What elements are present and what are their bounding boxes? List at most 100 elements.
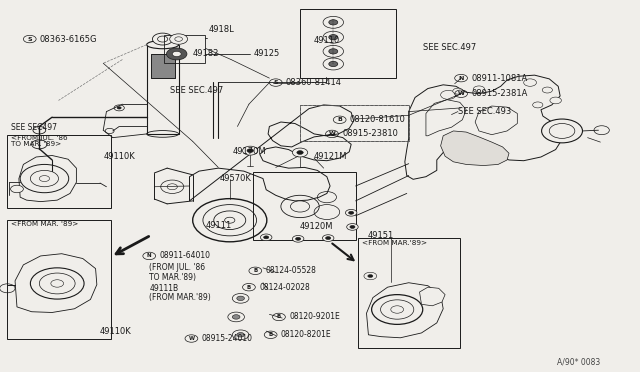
Text: S: S bbox=[273, 80, 278, 85]
Circle shape bbox=[114, 105, 124, 111]
Circle shape bbox=[524, 79, 536, 86]
Text: 08915-2381A: 08915-2381A bbox=[471, 89, 527, 98]
Bar bbox=[150, 54, 175, 78]
Circle shape bbox=[473, 86, 484, 93]
Bar bbox=[8, 220, 111, 339]
Text: W: W bbox=[328, 131, 335, 137]
Circle shape bbox=[547, 125, 557, 131]
Bar bbox=[300, 105, 409, 141]
Circle shape bbox=[152, 33, 173, 45]
Text: B: B bbox=[247, 285, 251, 290]
Text: 08915-24010: 08915-24010 bbox=[202, 334, 253, 343]
Text: (FROM JUL. '86: (FROM JUL. '86 bbox=[149, 263, 205, 272]
Circle shape bbox=[297, 151, 303, 154]
Text: N: N bbox=[458, 76, 464, 81]
Text: 49182: 49182 bbox=[193, 49, 219, 58]
Bar bbox=[253, 172, 356, 240]
Polygon shape bbox=[420, 287, 445, 306]
Polygon shape bbox=[19, 155, 76, 202]
Circle shape bbox=[440, 90, 456, 99]
Bar bbox=[147, 45, 179, 134]
Bar bbox=[8, 135, 111, 208]
Circle shape bbox=[347, 224, 358, 230]
Text: B: B bbox=[277, 314, 281, 320]
Circle shape bbox=[542, 87, 552, 93]
Text: 49170M: 49170M bbox=[232, 147, 266, 156]
Text: 49151: 49151 bbox=[367, 231, 394, 240]
Text: SEE SEC497: SEE SEC497 bbox=[11, 123, 56, 132]
Polygon shape bbox=[15, 254, 97, 312]
Text: 08120-8201E: 08120-8201E bbox=[281, 330, 332, 339]
Text: 49111B: 49111B bbox=[149, 284, 179, 293]
Circle shape bbox=[20, 164, 68, 193]
Text: 08124-05528: 08124-05528 bbox=[266, 266, 316, 275]
Polygon shape bbox=[367, 283, 443, 338]
Circle shape bbox=[228, 312, 244, 322]
Circle shape bbox=[292, 148, 308, 157]
Text: 49121M: 49121M bbox=[314, 152, 348, 161]
Circle shape bbox=[323, 58, 344, 70]
Text: 49111: 49111 bbox=[205, 221, 232, 230]
Circle shape bbox=[260, 234, 272, 241]
Text: N: N bbox=[147, 253, 152, 259]
Circle shape bbox=[30, 268, 84, 299]
Circle shape bbox=[452, 88, 463, 94]
Polygon shape bbox=[440, 131, 509, 166]
Circle shape bbox=[368, 275, 373, 278]
Circle shape bbox=[326, 237, 331, 240]
Circle shape bbox=[541, 119, 582, 143]
Text: W: W bbox=[188, 336, 195, 341]
Text: 49570K: 49570K bbox=[220, 174, 252, 183]
Text: 49125: 49125 bbox=[253, 49, 280, 58]
Text: SEE SEC.493: SEE SEC.493 bbox=[458, 107, 511, 116]
Circle shape bbox=[117, 107, 121, 109]
Text: <FROM MAR.'89>: <FROM MAR.'89> bbox=[362, 240, 427, 246]
Circle shape bbox=[247, 149, 253, 153]
Bar bbox=[358, 238, 460, 348]
Text: 08363-6165G: 08363-6165G bbox=[40, 35, 97, 44]
Circle shape bbox=[329, 49, 338, 54]
Text: TO MAR.'89): TO MAR.'89) bbox=[149, 273, 196, 282]
Text: 08124-02028: 08124-02028 bbox=[259, 283, 310, 292]
Circle shape bbox=[372, 295, 423, 324]
Circle shape bbox=[105, 128, 114, 134]
Text: TO MAR. '89>: TO MAR. '89> bbox=[11, 141, 61, 147]
Circle shape bbox=[237, 296, 244, 301]
Circle shape bbox=[323, 16, 344, 28]
Text: 49110: 49110 bbox=[314, 36, 340, 45]
Text: 08120-81610: 08120-81610 bbox=[350, 115, 406, 124]
Text: 49110K: 49110K bbox=[100, 327, 132, 336]
Bar bbox=[150, 54, 175, 78]
Circle shape bbox=[237, 333, 244, 337]
Text: B: B bbox=[337, 117, 342, 122]
Circle shape bbox=[232, 330, 249, 340]
Circle shape bbox=[349, 211, 354, 214]
Polygon shape bbox=[189, 105, 354, 201]
Text: S: S bbox=[28, 36, 32, 42]
Circle shape bbox=[166, 48, 187, 60]
Circle shape bbox=[350, 225, 355, 228]
Bar bbox=[300, 105, 409, 141]
Circle shape bbox=[193, 199, 267, 242]
Circle shape bbox=[532, 102, 543, 108]
Circle shape bbox=[323, 31, 344, 43]
Circle shape bbox=[264, 236, 269, 239]
Bar bbox=[300, 9, 396, 78]
Circle shape bbox=[594, 126, 609, 135]
Text: <FROM MAR. '89>: <FROM MAR. '89> bbox=[11, 221, 78, 227]
Circle shape bbox=[11, 185, 23, 193]
Text: 08911-64010: 08911-64010 bbox=[159, 251, 211, 260]
Circle shape bbox=[329, 61, 338, 67]
Circle shape bbox=[172, 51, 181, 57]
Text: 08915-23810: 08915-23810 bbox=[342, 129, 398, 138]
Circle shape bbox=[243, 146, 258, 155]
Text: 49110K: 49110K bbox=[103, 153, 135, 161]
Circle shape bbox=[31, 140, 47, 149]
Circle shape bbox=[33, 126, 45, 134]
Circle shape bbox=[550, 97, 561, 104]
Circle shape bbox=[323, 45, 344, 57]
Ellipse shape bbox=[147, 41, 179, 49]
Text: W: W bbox=[458, 91, 465, 96]
Circle shape bbox=[346, 209, 357, 216]
Text: <FROM JUL. '86: <FROM JUL. '86 bbox=[11, 135, 67, 141]
